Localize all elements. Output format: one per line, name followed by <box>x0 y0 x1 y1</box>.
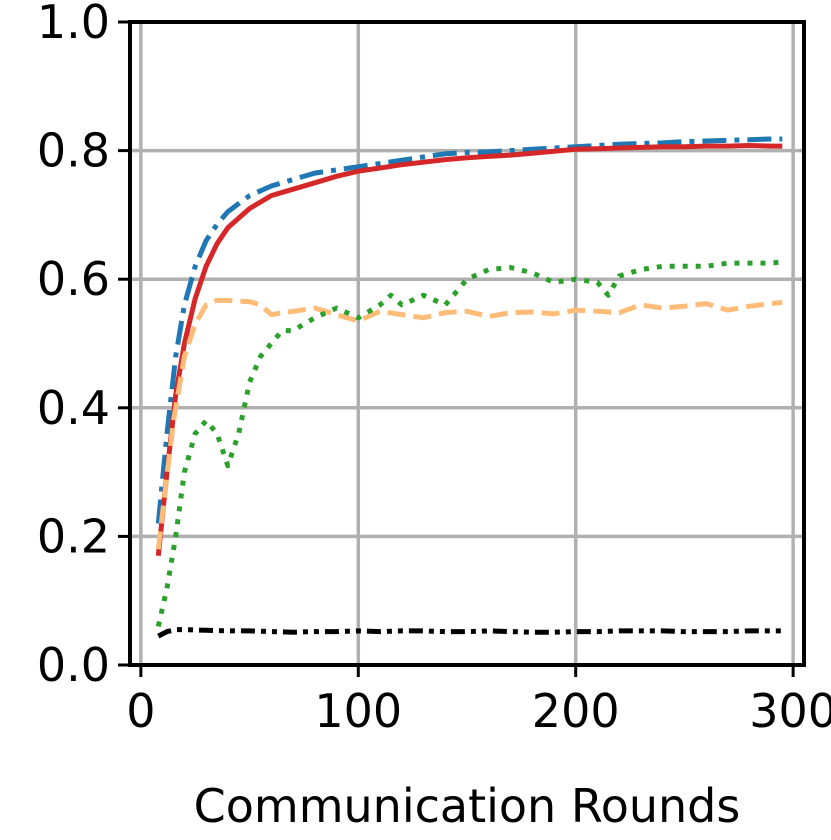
x-tick-label: 100 <box>314 684 402 738</box>
x-tick-labels: 0 100 200 300 <box>126 684 831 738</box>
y-tick-label: 0.4 <box>37 381 110 435</box>
y-tick-label: 0.2 <box>37 509 110 563</box>
series-lines <box>155 136 783 639</box>
x-tick-label: 300 <box>749 684 831 738</box>
y-tick-labels: 0.0 0.2 0.4 0.6 0.8 1.0 <box>37 0 110 692</box>
plot-frame <box>128 20 806 667</box>
y-tick-label: 0.0 <box>37 638 110 692</box>
y-tick-label: 0.8 <box>37 124 110 178</box>
series-line-1 <box>155 143 783 556</box>
series-line-2 <box>155 297 783 550</box>
x-tick-label: 200 <box>532 684 620 738</box>
series-line-0 <box>155 136 783 524</box>
x-axis-label: Communication Rounds <box>194 779 741 833</box>
x-tick-label: 0 <box>126 684 155 738</box>
series-line-3 <box>155 259 783 627</box>
grid-lines <box>130 20 804 667</box>
axis-ticks <box>118 20 795 677</box>
y-tick-label: 0.6 <box>37 252 110 306</box>
series-line-4 <box>157 627 783 639</box>
y-tick-label: 1.0 <box>37 0 110 49</box>
